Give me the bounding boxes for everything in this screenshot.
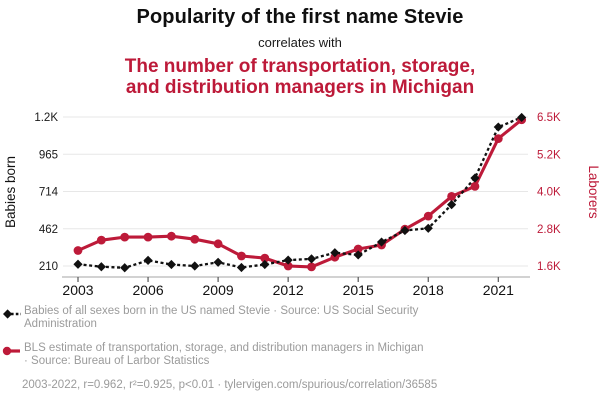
right-axis-tick-label: 2.8K: [537, 224, 561, 236]
black-series-marker: [306, 254, 317, 264]
red-series-marker: [470, 181, 480, 191]
red-series-line: [76, 118, 524, 269]
black-series-marker: [120, 263, 130, 273]
red-series-marker: [260, 253, 270, 263]
right-axis-tick-label: 4.0K: [537, 187, 561, 199]
red-solid-dot-legend-icon: [2, 346, 20, 356]
black-series-line: [77, 116, 523, 269]
left-axis-tick-label: 714: [39, 187, 59, 199]
black-series-marker: [447, 200, 457, 210]
legend-label-michigan-managers: BLS estimate of transportation, storage,…: [24, 342, 424, 367]
x-axis-tick-label: 2009: [203, 282, 234, 298]
black-series-marker: [353, 250, 363, 260]
black-series-marker: [143, 255, 153, 265]
chart-legend: Babies of all sexes born in the US named…: [2, 305, 596, 379]
right-axis-title: Laborers: [586, 165, 600, 219]
x-axis-tick-label: 2003: [62, 282, 93, 298]
left-axis-tick-label: 1.2K: [34, 112, 58, 124]
black-series-marker: [96, 262, 106, 272]
red-series-marker: [283, 261, 293, 271]
black-series-marker: [213, 257, 223, 267]
red-series-marker: [353, 244, 363, 254]
red-series-marker: [307, 262, 316, 272]
correlates-with-label: correlates with: [258, 35, 342, 50]
black-series-marker: [236, 262, 247, 273]
black-dashed-diamond-legend-icon: [3, 309, 21, 319]
red-series-marker: [73, 246, 83, 255]
left-axis-tick-label: 965: [39, 149, 58, 161]
left-axis-tick-label: 210: [39, 261, 58, 273]
legend-item-stevie-babies: Babies of all sexes born in the US named…: [2, 305, 596, 331]
black-series-marker: [376, 237, 387, 247]
red-series-marker: [237, 251, 246, 261]
secondary-title: The number of transportation, storage, a…: [124, 56, 476, 98]
black-series-marker: [423, 223, 433, 233]
black-series-marker: [400, 225, 410, 236]
black-series-marker: [330, 248, 340, 258]
red-series-marker: [96, 235, 106, 245]
x-axis-tick-label: 2006: [132, 282, 163, 298]
black-series-marker: [493, 122, 503, 132]
black-series-marker: [260, 259, 270, 270]
red-series-marker: [190, 234, 200, 244]
correlation-chart: 210 1.6K 462 2.8K 714 4.0K 965 5.2K 1.2K 6.5K 2003…: [3, 112, 600, 298]
legend-label-stevie-babies: Babies of all sexes born in the US named…: [24, 305, 419, 330]
x-axis-tick-label: 2021: [483, 282, 514, 298]
red-series-marker: [167, 231, 176, 241]
x-axis-tick-label: 2012: [273, 282, 304, 298]
x-axis-tick-label: 2018: [413, 282, 444, 298]
red-series-marker: [447, 191, 456, 201]
stats-and-source-line: 2003-2022, r=0.962, r²=0.925, p<0.01 · t…: [22, 379, 438, 391]
black-series-marker: [470, 173, 480, 183]
black-series-marker: [73, 259, 83, 269]
right-axis-tick-label: 1.6K: [537, 261, 561, 273]
red-series-marker: [493, 134, 503, 143]
red-series-marker: [213, 239, 223, 249]
black-series-marker: [166, 259, 176, 270]
left-axis-title: Babies born: [3, 156, 18, 228]
red-series-marker: [120, 232, 130, 242]
right-axis-tick-label: 5.2K: [537, 149, 561, 161]
red-series-marker: [423, 211, 433, 221]
left-axis-tick-label: 462: [39, 224, 58, 236]
black-series-marker: [517, 112, 527, 123]
black-series-marker: [283, 255, 293, 265]
chart-header: Popularity of the first name Stevie corr…: [0, 6, 600, 98]
page-title: Popularity of the first name Stevie: [136, 6, 464, 28]
red-series-marker: [143, 232, 153, 242]
black-series-marker: [190, 261, 200, 271]
x-axis-tick-label: 2015: [343, 282, 374, 298]
right-axis-tick-label: 6.5K: [537, 112, 561, 124]
legend-item-michigan-managers: BLS estimate of transportation, storage,…: [2, 342, 596, 368]
